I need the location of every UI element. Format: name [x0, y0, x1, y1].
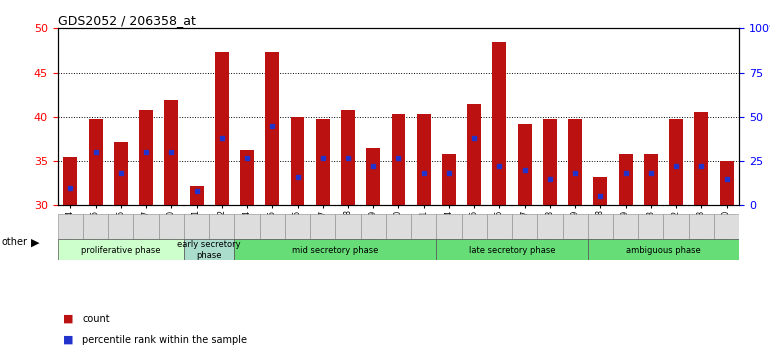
Bar [644, 154, 658, 205]
FancyBboxPatch shape [184, 239, 234, 260]
Bar [568, 119, 582, 205]
Text: late secretory phase: late secretory phase [469, 246, 555, 255]
Bar [139, 110, 153, 205]
Bar [89, 119, 102, 205]
FancyBboxPatch shape [58, 214, 83, 239]
Bar [391, 114, 406, 205]
Bar [164, 100, 179, 205]
Text: GDS2052 / 206358_at: GDS2052 / 206358_at [58, 14, 196, 27]
Text: count: count [82, 314, 110, 324]
FancyBboxPatch shape [360, 214, 386, 239]
Bar [669, 119, 683, 205]
Bar [467, 103, 481, 205]
FancyBboxPatch shape [109, 214, 133, 239]
FancyBboxPatch shape [336, 214, 360, 239]
Bar [240, 149, 254, 205]
FancyBboxPatch shape [58, 239, 184, 260]
Bar [114, 142, 128, 205]
FancyBboxPatch shape [714, 214, 739, 239]
Bar [189, 186, 203, 205]
Bar [290, 117, 304, 205]
Bar [266, 52, 280, 205]
FancyBboxPatch shape [184, 214, 209, 239]
Bar [417, 114, 430, 205]
Text: ▶: ▶ [31, 238, 39, 247]
Text: other: other [2, 238, 28, 247]
Bar [493, 41, 507, 205]
Bar [316, 119, 330, 205]
Bar [341, 110, 355, 205]
Text: proliferative phase: proliferative phase [81, 246, 161, 255]
FancyBboxPatch shape [487, 214, 512, 239]
Text: percentile rank within the sample: percentile rank within the sample [82, 335, 247, 345]
FancyBboxPatch shape [563, 214, 588, 239]
Bar [695, 112, 708, 205]
Bar [543, 119, 557, 205]
FancyBboxPatch shape [234, 214, 259, 239]
FancyBboxPatch shape [411, 214, 437, 239]
Text: ■: ■ [63, 314, 74, 324]
FancyBboxPatch shape [133, 214, 159, 239]
FancyBboxPatch shape [437, 239, 588, 260]
Bar [517, 124, 531, 205]
FancyBboxPatch shape [386, 214, 411, 239]
Bar [594, 177, 608, 205]
Bar [618, 154, 633, 205]
FancyBboxPatch shape [638, 214, 664, 239]
Text: early secretory
phase: early secretory phase [177, 240, 241, 260]
FancyBboxPatch shape [285, 214, 310, 239]
Bar [720, 161, 734, 205]
Bar [215, 52, 229, 205]
FancyBboxPatch shape [664, 214, 688, 239]
FancyBboxPatch shape [512, 214, 537, 239]
FancyBboxPatch shape [613, 214, 638, 239]
Bar [63, 156, 77, 205]
FancyBboxPatch shape [259, 214, 285, 239]
Text: mid secretory phase: mid secretory phase [292, 246, 379, 255]
Bar [442, 154, 456, 205]
FancyBboxPatch shape [688, 214, 714, 239]
FancyBboxPatch shape [209, 214, 234, 239]
FancyBboxPatch shape [310, 214, 336, 239]
FancyBboxPatch shape [588, 239, 739, 260]
FancyBboxPatch shape [461, 214, 487, 239]
FancyBboxPatch shape [537, 214, 563, 239]
Bar [367, 148, 380, 205]
FancyBboxPatch shape [588, 214, 613, 239]
FancyBboxPatch shape [83, 214, 109, 239]
FancyBboxPatch shape [159, 214, 184, 239]
Text: ambiguous phase: ambiguous phase [626, 246, 701, 255]
Text: ■: ■ [63, 335, 74, 345]
FancyBboxPatch shape [437, 214, 461, 239]
FancyBboxPatch shape [234, 239, 437, 260]
